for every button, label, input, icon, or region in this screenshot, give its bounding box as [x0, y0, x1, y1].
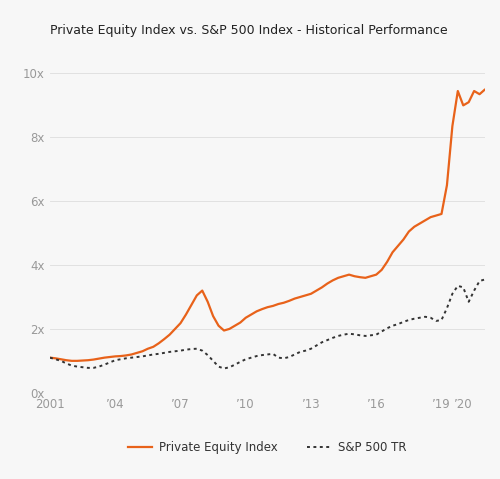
S&P 500 TR	[47, 355, 53, 361]
S&P 500 TR	[428, 315, 434, 320]
Private Equity Index	[482, 87, 488, 92]
Private Equity Index	[47, 355, 53, 361]
Text: Private Equity Index vs. S&P 500 Index - Historical Performance: Private Equity Index vs. S&P 500 Index -…	[50, 24, 448, 37]
S&P 500 TR	[324, 337, 330, 343]
Legend: Private Equity Index, S&P 500 TR: Private Equity Index, S&P 500 TR	[124, 437, 412, 459]
Private Equity Index	[68, 358, 74, 364]
S&P 500 TR	[221, 365, 227, 371]
S&P 500 TR	[292, 352, 298, 357]
S&P 500 TR	[373, 332, 379, 338]
Private Equity Index	[428, 214, 434, 220]
S&P 500 TR	[444, 305, 450, 311]
Private Equity Index	[324, 281, 330, 286]
S&P 500 TR	[406, 317, 412, 323]
Line: S&P 500 TR: S&P 500 TR	[50, 279, 485, 368]
Line: Private Equity Index: Private Equity Index	[50, 90, 485, 361]
Private Equity Index	[292, 296, 298, 301]
Private Equity Index	[373, 272, 379, 277]
S&P 500 TR	[482, 276, 488, 282]
Private Equity Index	[444, 182, 450, 188]
Private Equity Index	[406, 228, 412, 234]
